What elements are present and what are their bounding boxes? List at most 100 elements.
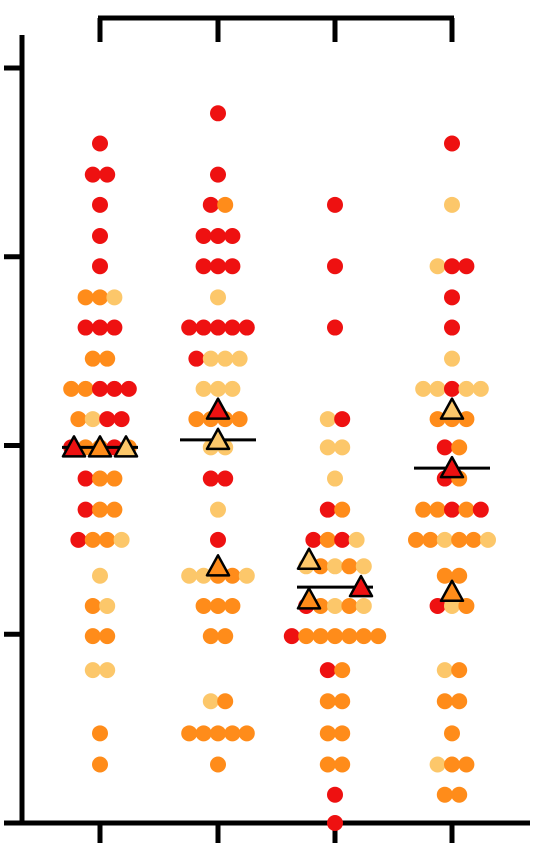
- data-point: [210, 501, 226, 518]
- data-point: [319, 725, 336, 742]
- data-point: [224, 380, 241, 397]
- data-point: [429, 756, 446, 773]
- data-point: [231, 350, 248, 367]
- data-point: [92, 227, 108, 244]
- data-point: [458, 380, 475, 397]
- mean-triangle-3-1: [439, 455, 465, 479]
- data-point: [451, 439, 468, 456]
- data-point: [334, 411, 351, 428]
- data-point: [444, 258, 460, 275]
- data-point: [92, 319, 108, 336]
- data-point: [429, 380, 446, 397]
- data-point: [436, 439, 453, 456]
- data-point: [238, 319, 255, 336]
- data-point: [217, 470, 234, 487]
- mean-triangle-1-0: [205, 397, 231, 420]
- data-point: [106, 380, 123, 397]
- data-point: [224, 258, 241, 275]
- data-point: [472, 380, 489, 397]
- data-point: [63, 380, 80, 397]
- mean-triangle-0-1: [87, 435, 113, 458]
- data-point: [106, 470, 123, 487]
- data-point: [210, 289, 226, 306]
- data-point: [444, 380, 460, 397]
- mean-triangle-0-0: [61, 435, 87, 458]
- data-point: [319, 693, 336, 710]
- data-point: [334, 725, 351, 742]
- data-point: [436, 531, 453, 548]
- data-point: [458, 501, 475, 518]
- data-point: [70, 411, 87, 428]
- data-point: [465, 531, 482, 548]
- data-point: [217, 196, 234, 213]
- data-point: [319, 439, 336, 456]
- data-point: [444, 350, 460, 367]
- data-point: [188, 350, 205, 367]
- data-point: [408, 531, 424, 548]
- data-point: [92, 725, 108, 742]
- data-point: [415, 501, 432, 518]
- data-point: [451, 786, 468, 803]
- data-point: [77, 319, 94, 336]
- data-point: [327, 196, 343, 213]
- data-point: [348, 531, 365, 548]
- data-point: [334, 662, 351, 679]
- mean-triangle-0-2: [113, 435, 139, 458]
- data-point: [444, 725, 460, 742]
- data-point: [334, 501, 351, 518]
- data-point: [210, 227, 226, 244]
- data-point: [217, 693, 234, 710]
- axes: [4, 35, 530, 843]
- data-point: [210, 725, 226, 742]
- data-point: [451, 662, 468, 679]
- data-point: [210, 166, 226, 183]
- data-point: [84, 662, 101, 679]
- data-point: [99, 662, 116, 679]
- data-point: [231, 411, 248, 428]
- data-point: [224, 725, 241, 742]
- data-point: [181, 725, 198, 742]
- data-point: [84, 166, 101, 183]
- data-point: [298, 628, 315, 645]
- data-point: [451, 531, 468, 548]
- mean-triangle-2-1: [296, 587, 322, 610]
- mean-triangle-1-1: [205, 427, 231, 451]
- data-point: [210, 380, 226, 397]
- data-point: [210, 258, 226, 275]
- data-point: [238, 567, 255, 584]
- data-point: [334, 531, 351, 548]
- data-point: [113, 531, 130, 548]
- data-point: [106, 289, 123, 306]
- data-point: [224, 319, 241, 336]
- data-point: [327, 558, 343, 575]
- data-point: [195, 380, 212, 397]
- data-point: [327, 597, 343, 614]
- data-point: [224, 227, 241, 244]
- data-point: [355, 558, 372, 575]
- data-point: [327, 786, 343, 803]
- data-point: [202, 196, 219, 213]
- data-point: [341, 597, 358, 614]
- mean-triangle-3-2: [439, 579, 465, 603]
- data-point: [429, 501, 446, 518]
- data-point: [355, 597, 372, 614]
- data-point: [355, 628, 372, 645]
- data-point: [444, 196, 460, 213]
- data-point: [202, 470, 219, 487]
- data-point: [84, 597, 101, 614]
- data-point: [312, 628, 329, 645]
- data-point: [202, 350, 219, 367]
- significance-bracket: [97, 15, 455, 42]
- data-point: [99, 628, 116, 645]
- data-point: [334, 693, 351, 710]
- data-point: [444, 319, 460, 336]
- data-point: [210, 756, 226, 773]
- data-point: [436, 662, 453, 679]
- data-point: [327, 470, 343, 487]
- data-point: [84, 350, 101, 367]
- data-point: [188, 411, 205, 428]
- data-point: [327, 258, 343, 275]
- data-point: [341, 628, 358, 645]
- data-point: [436, 693, 453, 710]
- data-point: [451, 693, 468, 710]
